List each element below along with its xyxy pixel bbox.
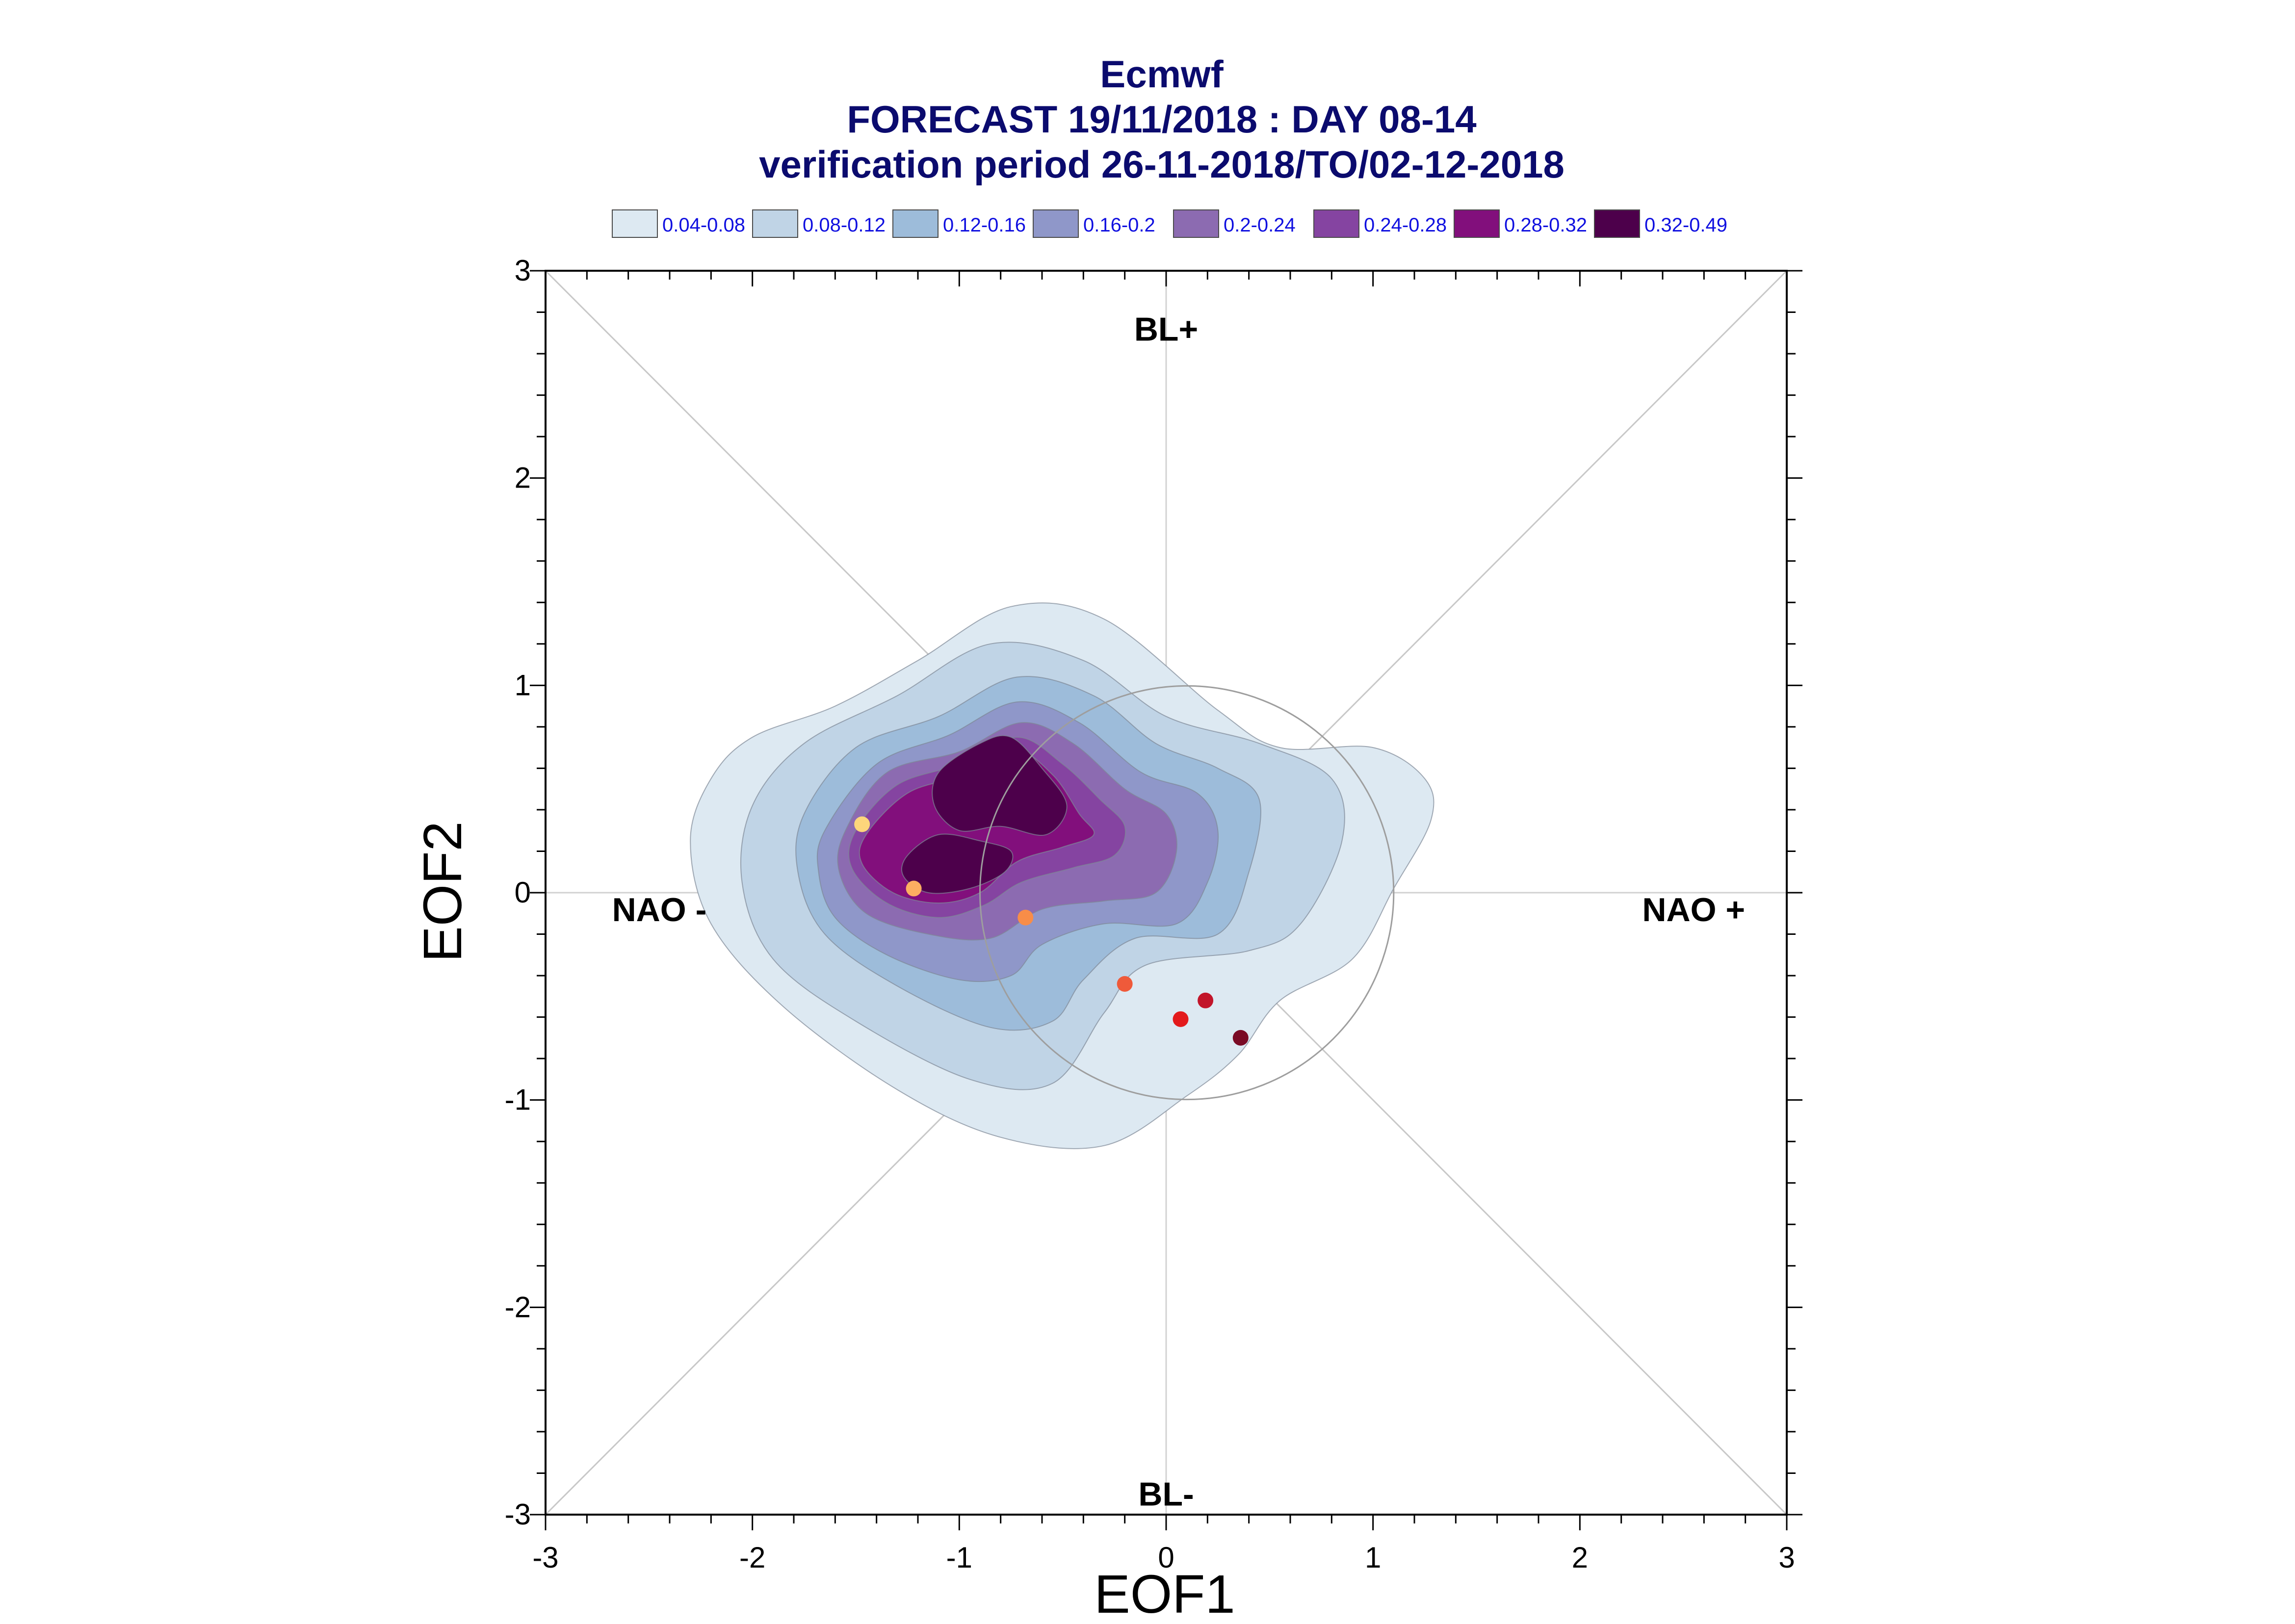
density-contours [690,602,1434,1149]
title-line-1: Ecmwf [1100,52,1224,96]
legend-label-4: 0.2-0.24 [1224,214,1296,236]
y-tick-label-4: 1 [515,669,531,701]
regime-labels: BL+ BL- NAO - NAO + [612,310,1746,1513]
x-axis-title: EOF1 [1094,1564,1235,1624]
legend-swatch-6 [1454,209,1500,238]
legend-label-3: 0.16-0.2 [1083,214,1155,236]
title-line-2: FORECAST 19/11/2018 : DAY 08-14 [847,98,1476,141]
legend-swatch-5 [1313,209,1359,238]
chart-title: Ecmwf FORECAST 19/11/2018 : DAY 08-14 ve… [759,52,1565,186]
legend-label-0: 0.04-0.08 [662,214,745,236]
regime-label-3: NAO + [1642,891,1745,928]
density-contour-7 [932,735,1068,836]
x-tick-label-4: 1 [1365,1541,1381,1574]
legend-swatch-3 [1033,209,1079,238]
scatter-point-5 [1198,992,1214,1008]
y-tick-label-3: 0 [515,876,531,909]
x-tick-label-0: -3 [532,1541,558,1574]
legend-swatch-2 [892,209,939,238]
legend-swatch-7 [1594,209,1640,238]
axis-ticks: -3 -2 -1 0 1 2 3 -3 -2 -1 0 1 2 3 [505,254,1802,1574]
y-axis-title: EOF2 [413,821,473,962]
reference-circle-layer [979,685,1395,1101]
legend-swatch-1 [752,209,798,238]
scatter-point-2 [1017,909,1034,926]
scatter-point-1 [906,880,922,897]
scatter-points [854,816,1249,1046]
x-tick-label-1: -2 [739,1541,765,1574]
x-tick-label-2: -1 [946,1541,972,1574]
legend-swatch-4 [1173,209,1219,238]
scatter-point-0 [854,816,870,832]
legend-label-5: 0.24-0.28 [1364,214,1447,236]
legend-label-2: 0.12-0.16 [943,214,1026,236]
reference-circle [979,685,1395,1101]
y-tick-label-1: -2 [505,1290,531,1323]
regime-label-2: NAO - [612,891,707,928]
x-tick-label-5: 2 [1572,1541,1588,1574]
regime-label-1: BL- [1138,1476,1194,1513]
scatter-point-4 [1173,1011,1189,1027]
y-tick-label-0: -3 [505,1498,531,1531]
scatter-point-3 [1117,976,1133,992]
legend-label-1: 0.08-0.12 [803,214,886,236]
legend: 0.04-0.08 0.08-0.12 0.12-0.16 0.16-0.2 0.2-0… [612,209,1727,238]
x-tick-label-6: 3 [1778,1541,1795,1574]
plot-area: -3 -2 -1 0 1 2 3 -3 -2 -1 0 1 2 3 BL+ BL- NAO - NAO + [505,254,1802,1574]
y-tick-label-6: 3 [515,254,531,287]
legend-swatch-0 [612,209,658,238]
y-tick-label-5: 2 [515,462,531,494]
y-tick-label-2: -1 [505,1083,531,1116]
legend-label-7: 0.32-0.49 [1644,214,1727,236]
scatter-point-6 [1232,1030,1249,1046]
title-line-3: verification period 26-11-2018/TO/02-12-… [759,143,1565,186]
regime-label-0: BL+ [1134,310,1198,348]
x-tick-label-3: 0 [1158,1541,1174,1574]
legend-label-6: 0.28-0.32 [1504,214,1587,236]
